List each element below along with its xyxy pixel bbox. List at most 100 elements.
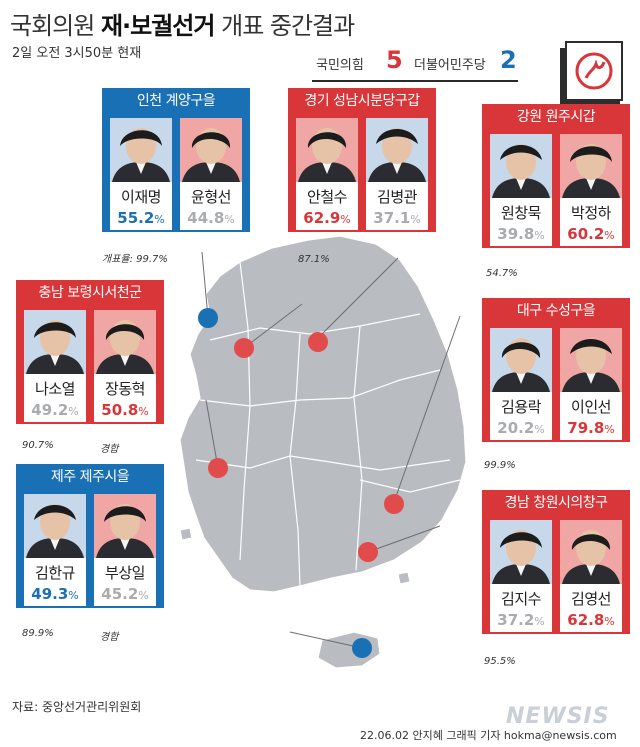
graphic-credit: 22.06.02 안지혜 그래픽 기자 hokma@newsis.com xyxy=(360,729,617,742)
district-region-label: 경기 성남시분당구갑 xyxy=(304,93,420,109)
candidate-name: 이인선 xyxy=(571,398,611,416)
candidate-vote-share: 37.1% xyxy=(373,209,421,227)
candidate-photo xyxy=(24,310,86,374)
candidate-name-box: 이재명 55.2% xyxy=(110,182,172,230)
candidate-vote-share: 20.2% xyxy=(497,419,545,437)
district-region-label: 인천 계양구을 xyxy=(136,93,216,109)
ballot-stamp-icon xyxy=(556,40,628,112)
candidate-photo xyxy=(366,118,428,182)
count-rate-note: 99.9% xyxy=(484,460,516,471)
candidate-name: 김영선 xyxy=(571,590,611,608)
candidate-photo xyxy=(490,134,552,198)
marker-incheon xyxy=(198,308,218,328)
candidate-photo xyxy=(560,520,622,584)
candidate: 박정하 60.2% xyxy=(556,130,626,248)
candidate-name: 윤형선 xyxy=(191,188,231,206)
candidate-name: 김병관 xyxy=(377,188,417,206)
tally-underline xyxy=(312,80,518,82)
district-region-label: 경남 창원시의창구 xyxy=(504,495,609,511)
leader-changwon xyxy=(367,525,441,553)
candidate-name: 이재명 xyxy=(121,188,161,206)
district-region-label: 충남 보령시서천군 xyxy=(38,285,143,301)
candidate: 김지수 37.2% xyxy=(486,516,556,634)
leader-daegu xyxy=(393,315,461,503)
map-province-line-3 xyxy=(195,455,451,471)
seat-tally: 국민의힘 5 더불어민주당 2 xyxy=(312,44,518,86)
candidate-name-box: 나소열 49.2% xyxy=(24,374,86,422)
candidate-name-box: 박정하 60.2% xyxy=(560,198,622,246)
candidate-name-box: 윤형선 44.8% xyxy=(180,182,242,230)
candidate-name-box: 이인선 79.8% xyxy=(560,392,622,440)
marker-daegu xyxy=(384,494,404,514)
candidate-photo xyxy=(560,134,622,198)
candidate-vote-share: 37.2% xyxy=(497,611,545,629)
candidate-photo xyxy=(296,118,358,182)
candidate-name: 김용락 xyxy=(501,398,541,416)
party-b-label: 더불어민주당 xyxy=(414,58,486,73)
marker-boryeong xyxy=(208,458,228,478)
marker-changwon xyxy=(358,542,378,562)
district-region-label: 강원 원주시갑 xyxy=(516,109,596,125)
candidate-name-box: 김한규 49.3% xyxy=(24,558,86,606)
party-b-seats: 2 xyxy=(500,46,517,74)
candidate-name: 나소열 xyxy=(35,380,75,398)
district-region-label: 대구 수성구을 xyxy=(516,303,596,319)
leader-seongnam xyxy=(243,303,303,349)
newsis-logo: NEWSIS xyxy=(506,704,610,729)
candidate: 이재명 55.2% xyxy=(106,114,176,232)
count-rate-note: 개표율: 99.7% xyxy=(102,254,168,265)
map-island-1 xyxy=(397,571,411,585)
candidate: 장동혁 50.8% xyxy=(90,306,160,424)
candidate-name-box: 김영선 62.8% xyxy=(560,584,622,632)
candidate-name: 부상일 xyxy=(105,564,145,582)
candidate-name-box: 장동혁 50.8% xyxy=(94,374,156,422)
candidate-name-box: 김지수 37.2% xyxy=(490,584,552,632)
candidate: 원창묵 39.8% xyxy=(486,130,556,248)
candidate-name-box: 원창묵 39.8% xyxy=(490,198,552,246)
leader-wonju xyxy=(317,257,399,339)
map-province-line-4 xyxy=(289,333,301,587)
candidate: 안철수 62.9% xyxy=(292,114,362,232)
candidate: 김용락 20.2% xyxy=(486,324,556,442)
contest-status-note: 경합 xyxy=(100,444,119,455)
candidate-photo xyxy=(24,494,86,558)
candidate-photo xyxy=(180,118,242,182)
candidate-name-box: 부상일 45.2% xyxy=(94,558,156,606)
candidate: 나소열 49.2% xyxy=(20,306,90,424)
candidate-photo xyxy=(490,328,552,392)
candidate-vote-share: 45.2% xyxy=(101,585,149,603)
candidate: 윤형선 44.8% xyxy=(176,114,246,232)
count-rate-note: 54.7% xyxy=(486,268,518,279)
candidate-vote-share: 62.8% xyxy=(567,611,615,629)
district-region-label: 제주 제주시을 xyxy=(50,469,130,485)
candidate-name-box: 안철수 62.9% xyxy=(296,182,358,230)
map-province-line-6 xyxy=(239,261,251,561)
map-mainland xyxy=(179,235,467,593)
candidate-name: 박정하 xyxy=(571,204,611,222)
map-province-line-5 xyxy=(353,325,363,571)
candidate-vote-share: 49.2% xyxy=(31,401,79,419)
candidate-photo xyxy=(490,520,552,584)
map-province-line-2 xyxy=(199,369,441,407)
candidate-name: 장동혁 xyxy=(105,380,145,398)
candidate-vote-share: 55.2% xyxy=(117,209,165,227)
leader-boryeong xyxy=(205,399,219,469)
candidate-vote-share: 50.8% xyxy=(101,401,149,419)
candidate-name: 원창묵 xyxy=(501,204,541,222)
count-rate-note: 89.9% xyxy=(22,628,54,639)
source-note: 자료: 중앙선거관리위원회 xyxy=(12,700,142,714)
party-a-seats: 5 xyxy=(386,46,403,74)
candidate-name: 안철수 xyxy=(307,188,347,206)
leader-incheon xyxy=(201,251,209,319)
count-rate-note: 87.1% xyxy=(298,254,330,265)
candidate-vote-share: 60.2% xyxy=(567,225,615,243)
candidate: 이인선 79.8% xyxy=(556,324,626,442)
candidate-photo xyxy=(560,328,622,392)
